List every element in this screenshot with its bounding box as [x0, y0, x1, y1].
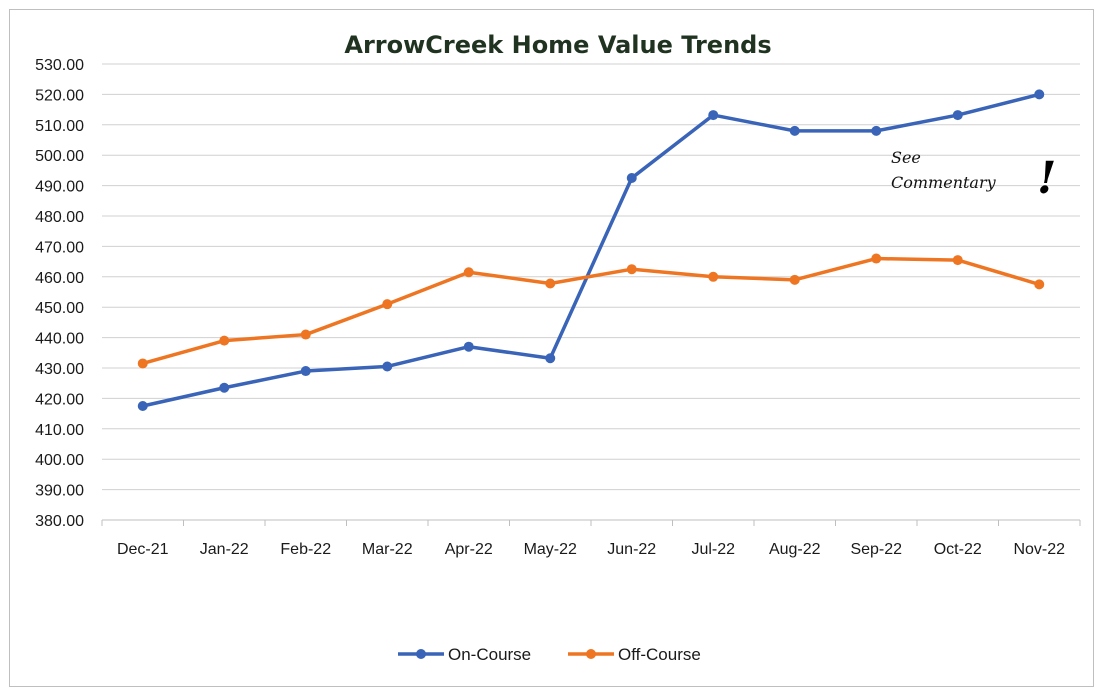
y-tick-label: 440.00 [35, 331, 84, 348]
data-point [952, 110, 963, 121]
data-point [871, 125, 882, 136]
series-group [137, 89, 1045, 411]
y-tick-label: 430.00 [35, 361, 84, 378]
legend-swatch-marker [416, 649, 426, 659]
series-line [141, 256, 1041, 366]
x-tick-label: Apr-22 [445, 541, 493, 558]
data-point [219, 335, 230, 346]
y-tick-label: 380.00 [35, 513, 84, 530]
data-point [300, 366, 311, 377]
annotation: See Commentary ! [891, 148, 1056, 204]
data-point [952, 255, 963, 266]
data-point [626, 173, 637, 183]
data-point [382, 299, 393, 310]
y-tick-label: 480.00 [35, 209, 84, 226]
y-tick-label: 510.00 [35, 118, 84, 135]
x-tick-label: Sep-22 [850, 541, 902, 558]
data-point [137, 358, 148, 369]
x-tick-label: Nov-22 [1013, 541, 1065, 558]
legend: On-Course Off-Course [398, 645, 701, 664]
legend-item: On-Course [398, 645, 531, 664]
data-point [1034, 89, 1045, 100]
data-point [1034, 279, 1045, 290]
x-tick-label: Jan-22 [200, 541, 249, 558]
y-tick-label: 490.00 [35, 179, 84, 196]
legend-label: Off-Course [618, 645, 701, 664]
x-tick-label: Aug-22 [769, 541, 821, 558]
legend-label: On-Course [448, 645, 531, 664]
x-axis: Dec-21 Jan-22 Feb-22 Mar-22 Apr-22 May-22 Jun-… [101, 519, 1081, 558]
y-axis-ticks: 380.00 390.00 400.00 410.00 420.00 430.00 440.… [35, 57, 84, 530]
gridlines [102, 63, 1080, 521]
data-point [545, 353, 556, 364]
x-tick-label: Jun-22 [607, 541, 656, 558]
x-tick-label: Dec-21 [117, 541, 169, 558]
x-tick-label: Mar-22 [362, 541, 413, 558]
annotation-line2: Commentary [891, 173, 997, 192]
x-tick-label: Oct-22 [934, 541, 982, 558]
series-off-course [137, 253, 1045, 369]
data-point [708, 271, 719, 282]
y-tick-label: 420.00 [35, 391, 84, 408]
y-tick-label: 460.00 [35, 270, 84, 287]
y-tick-label: 450.00 [35, 300, 84, 317]
data-point [463, 341, 474, 352]
data-point [545, 278, 556, 289]
y-tick-label: 470.00 [35, 239, 84, 256]
data-point [463, 267, 474, 278]
y-tick-label: 530.00 [35, 57, 84, 74]
data-point [137, 401, 148, 411]
x-tick-label: Jul-22 [691, 541, 735, 558]
legend-item: Off-Course [568, 645, 701, 664]
data-point [626, 264, 637, 275]
y-tick-label: 520.00 [35, 87, 84, 104]
y-tick-label: 500.00 [35, 148, 84, 165]
annotation-exclamation: ! [1037, 153, 1056, 204]
annotation-line1: See [891, 148, 921, 167]
data-point [789, 125, 800, 136]
data-point [382, 361, 393, 372]
y-tick-label: 410.00 [35, 422, 84, 439]
legend-swatch-marker [586, 649, 596, 659]
data-point [300, 329, 311, 340]
data-point [708, 110, 719, 121]
data-point [871, 253, 882, 264]
data-point [219, 382, 230, 393]
y-tick-label: 390.00 [35, 483, 84, 500]
x-tick-label: Feb-22 [280, 541, 331, 558]
chart-title: ArrowCreek Home Value Trends [344, 31, 771, 59]
x-tick-label: May-22 [524, 541, 577, 558]
series-on-course [137, 89, 1045, 411]
series-line [141, 92, 1041, 408]
y-tick-label: 400.00 [35, 452, 84, 469]
data-point [789, 274, 800, 285]
